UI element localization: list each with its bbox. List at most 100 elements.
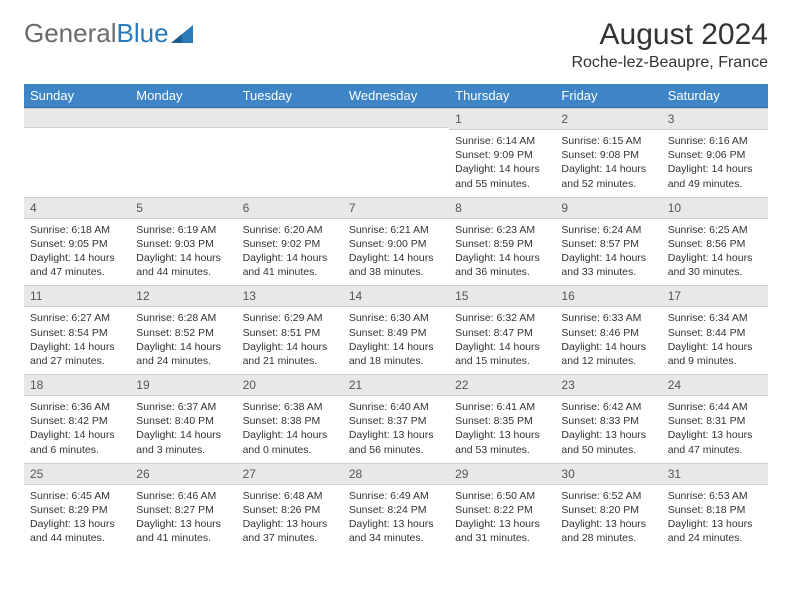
calendar-week-row: 11Sunrise: 6:27 AMSunset: 8:54 PMDayligh… xyxy=(24,285,768,374)
day-number: 28 xyxy=(343,463,449,485)
day-details: Sunrise: 6:41 AMSunset: 8:35 PMDaylight:… xyxy=(449,396,555,463)
day-number: 3 xyxy=(662,108,768,130)
day-header: Tuesday xyxy=(237,84,343,108)
day-details: Sunrise: 6:33 AMSunset: 8:46 PMDaylight:… xyxy=(555,307,661,374)
day-number xyxy=(343,108,449,128)
calendar-cell: 28Sunrise: 6:49 AMSunset: 8:24 PMDayligh… xyxy=(343,463,449,552)
day-number: 24 xyxy=(662,374,768,396)
title-block: August 2024 Roche-lez-Beaupre, France xyxy=(571,18,768,72)
day-number: 29 xyxy=(449,463,555,485)
page-title: August 2024 xyxy=(571,18,768,52)
day-number: 13 xyxy=(237,285,343,307)
calendar-cell: 31Sunrise: 6:53 AMSunset: 8:18 PMDayligh… xyxy=(662,463,768,552)
day-details: Sunrise: 6:32 AMSunset: 8:47 PMDaylight:… xyxy=(449,307,555,374)
day-number: 18 xyxy=(24,374,130,396)
calendar-cell: 11Sunrise: 6:27 AMSunset: 8:54 PMDayligh… xyxy=(24,285,130,374)
day-details: Sunrise: 6:23 AMSunset: 8:59 PMDaylight:… xyxy=(449,219,555,286)
calendar-cell: 23Sunrise: 6:42 AMSunset: 8:33 PMDayligh… xyxy=(555,374,661,463)
day-number: 1 xyxy=(449,108,555,130)
day-number: 26 xyxy=(130,463,236,485)
calendar-cell: 9Sunrise: 6:24 AMSunset: 8:57 PMDaylight… xyxy=(555,197,661,286)
day-details: Sunrise: 6:49 AMSunset: 8:24 PMDaylight:… xyxy=(343,485,449,552)
calendar-cell: 1Sunrise: 6:14 AMSunset: 9:09 PMDaylight… xyxy=(449,108,555,197)
logo: GeneralBlue xyxy=(24,18,193,49)
calendar-cell: 20Sunrise: 6:38 AMSunset: 8:38 PMDayligh… xyxy=(237,374,343,463)
header: GeneralBlue August 2024 Roche-lez-Beaupr… xyxy=(24,18,768,72)
day-number xyxy=(24,108,130,128)
calendar-cell: 5Sunrise: 6:19 AMSunset: 9:03 PMDaylight… xyxy=(130,197,236,286)
calendar-cell: 18Sunrise: 6:36 AMSunset: 8:42 PMDayligh… xyxy=(24,374,130,463)
day-number: 7 xyxy=(343,197,449,219)
day-number: 22 xyxy=(449,374,555,396)
calendar-cell: 16Sunrise: 6:33 AMSunset: 8:46 PMDayligh… xyxy=(555,285,661,374)
day-details: Sunrise: 6:48 AMSunset: 8:26 PMDaylight:… xyxy=(237,485,343,552)
day-details: Sunrise: 6:37 AMSunset: 8:40 PMDaylight:… xyxy=(130,396,236,463)
day-number: 14 xyxy=(343,285,449,307)
calendar-cell: 7Sunrise: 6:21 AMSunset: 9:00 PMDaylight… xyxy=(343,197,449,286)
day-details: Sunrise: 6:52 AMSunset: 8:20 PMDaylight:… xyxy=(555,485,661,552)
day-details: Sunrise: 6:28 AMSunset: 8:52 PMDaylight:… xyxy=(130,307,236,374)
calendar-cell: 8Sunrise: 6:23 AMSunset: 8:59 PMDaylight… xyxy=(449,197,555,286)
day-number: 15 xyxy=(449,285,555,307)
day-details: Sunrise: 6:18 AMSunset: 9:05 PMDaylight:… xyxy=(24,219,130,286)
logo-text-a: General xyxy=(24,18,117,49)
calendar-cell: 12Sunrise: 6:28 AMSunset: 8:52 PMDayligh… xyxy=(130,285,236,374)
day-number xyxy=(237,108,343,128)
day-number: 11 xyxy=(24,285,130,307)
day-details: Sunrise: 6:21 AMSunset: 9:00 PMDaylight:… xyxy=(343,219,449,286)
day-details: Sunrise: 6:27 AMSunset: 8:54 PMDaylight:… xyxy=(24,307,130,374)
calendar-cell: 22Sunrise: 6:41 AMSunset: 8:35 PMDayligh… xyxy=(449,374,555,463)
day-number: 9 xyxy=(555,197,661,219)
day-number: 12 xyxy=(130,285,236,307)
day-number: 30 xyxy=(555,463,661,485)
calendar-cell xyxy=(237,108,343,197)
calendar-cell xyxy=(343,108,449,197)
calendar-cell: 21Sunrise: 6:40 AMSunset: 8:37 PMDayligh… xyxy=(343,374,449,463)
day-details: Sunrise: 6:16 AMSunset: 9:06 PMDaylight:… xyxy=(662,130,768,197)
calendar-week-row: 4Sunrise: 6:18 AMSunset: 9:05 PMDaylight… xyxy=(24,197,768,286)
calendar-week-row: 25Sunrise: 6:45 AMSunset: 8:29 PMDayligh… xyxy=(24,463,768,552)
calendar-week-row: 18Sunrise: 6:36 AMSunset: 8:42 PMDayligh… xyxy=(24,374,768,463)
day-details: Sunrise: 6:50 AMSunset: 8:22 PMDaylight:… xyxy=(449,485,555,552)
calendar-cell xyxy=(24,108,130,197)
day-number: 4 xyxy=(24,197,130,219)
day-details: Sunrise: 6:42 AMSunset: 8:33 PMDaylight:… xyxy=(555,396,661,463)
day-details: Sunrise: 6:40 AMSunset: 8:37 PMDaylight:… xyxy=(343,396,449,463)
calendar-week-row: 1Sunrise: 6:14 AMSunset: 9:09 PMDaylight… xyxy=(24,108,768,197)
calendar-cell: 19Sunrise: 6:37 AMSunset: 8:40 PMDayligh… xyxy=(130,374,236,463)
day-details: Sunrise: 6:29 AMSunset: 8:51 PMDaylight:… xyxy=(237,307,343,374)
location-label: Roche-lez-Beaupre, France xyxy=(571,54,768,72)
day-details: Sunrise: 6:44 AMSunset: 8:31 PMDaylight:… xyxy=(662,396,768,463)
day-number: 19 xyxy=(130,374,236,396)
day-details: Sunrise: 6:14 AMSunset: 9:09 PMDaylight:… xyxy=(449,130,555,197)
day-number: 2 xyxy=(555,108,661,130)
calendar-cell: 14Sunrise: 6:30 AMSunset: 8:49 PMDayligh… xyxy=(343,285,449,374)
day-details: Sunrise: 6:24 AMSunset: 8:57 PMDaylight:… xyxy=(555,219,661,286)
day-number xyxy=(130,108,236,128)
calendar-cell: 26Sunrise: 6:46 AMSunset: 8:27 PMDayligh… xyxy=(130,463,236,552)
calendar-cell xyxy=(130,108,236,197)
day-number: 16 xyxy=(555,285,661,307)
calendar-cell: 24Sunrise: 6:44 AMSunset: 8:31 PMDayligh… xyxy=(662,374,768,463)
day-number: 27 xyxy=(237,463,343,485)
day-details: Sunrise: 6:38 AMSunset: 8:38 PMDaylight:… xyxy=(237,396,343,463)
day-number: 25 xyxy=(24,463,130,485)
calendar-cell: 25Sunrise: 6:45 AMSunset: 8:29 PMDayligh… xyxy=(24,463,130,552)
calendar-cell: 15Sunrise: 6:32 AMSunset: 8:47 PMDayligh… xyxy=(449,285,555,374)
day-number: 31 xyxy=(662,463,768,485)
day-number: 21 xyxy=(343,374,449,396)
calendar-cell: 30Sunrise: 6:52 AMSunset: 8:20 PMDayligh… xyxy=(555,463,661,552)
day-number: 8 xyxy=(449,197,555,219)
calendar-cell: 27Sunrise: 6:48 AMSunset: 8:26 PMDayligh… xyxy=(237,463,343,552)
day-number: 10 xyxy=(662,197,768,219)
calendar-cell: 3Sunrise: 6:16 AMSunset: 9:06 PMDaylight… xyxy=(662,108,768,197)
day-number: 20 xyxy=(237,374,343,396)
logo-icon xyxy=(171,25,193,43)
day-header: Monday xyxy=(130,84,236,108)
calendar-cell: 6Sunrise: 6:20 AMSunset: 9:02 PMDaylight… xyxy=(237,197,343,286)
calendar-cell: 2Sunrise: 6:15 AMSunset: 9:08 PMDaylight… xyxy=(555,108,661,197)
day-details: Sunrise: 6:30 AMSunset: 8:49 PMDaylight:… xyxy=(343,307,449,374)
day-details: Sunrise: 6:46 AMSunset: 8:27 PMDaylight:… xyxy=(130,485,236,552)
day-header: Sunday xyxy=(24,84,130,108)
calendar-cell: 13Sunrise: 6:29 AMSunset: 8:51 PMDayligh… xyxy=(237,285,343,374)
